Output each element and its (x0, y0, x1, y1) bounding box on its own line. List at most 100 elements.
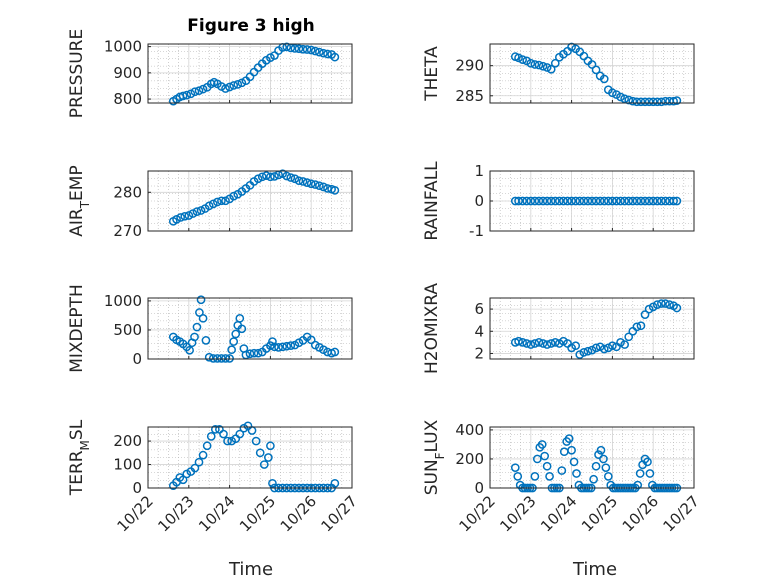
data-point (198, 313, 208, 323)
data-point (526, 196, 536, 206)
y-tick-label: 200 (113, 432, 142, 450)
data-point (198, 450, 208, 460)
data-point (522, 196, 532, 206)
data-point (620, 196, 629, 206)
data-point (518, 55, 527, 65)
data-point (210, 424, 220, 434)
data-point (264, 453, 273, 462)
data-point (213, 197, 222, 207)
axes-box (147, 170, 353, 232)
data-point (227, 345, 236, 355)
data-point (510, 463, 520, 473)
data-point (261, 171, 271, 180)
y-tick-label: 1 (474, 162, 484, 180)
data-point (306, 335, 316, 345)
data-point (579, 347, 589, 357)
data-point (538, 196, 548, 206)
axes-box (147, 426, 353, 489)
data-point (583, 346, 593, 356)
data-point (632, 196, 642, 206)
data-point (583, 196, 593, 206)
data-point (550, 338, 560, 347)
data-point (206, 432, 216, 441)
data-point (624, 332, 634, 342)
axes-box (489, 43, 695, 104)
data-point (645, 469, 655, 478)
data-point (282, 171, 292, 181)
data-point (323, 49, 332, 59)
data-point (235, 429, 245, 439)
data-point (330, 347, 340, 357)
data-point (599, 344, 609, 354)
x-tick-label: 10/24 (537, 492, 580, 535)
y-tick-label: 0 (474, 192, 484, 210)
data-point (223, 436, 232, 446)
data-point (251, 436, 261, 446)
data-point (190, 463, 200, 473)
data-point (237, 324, 247, 334)
data-point (306, 179, 316, 189)
data-point (286, 173, 296, 182)
data-point (616, 92, 625, 102)
data-point (608, 88, 617, 98)
data-point (319, 182, 328, 192)
data-point (546, 339, 556, 348)
data-point (643, 457, 652, 467)
data-point (542, 196, 552, 206)
y-axis-label: H2OMIXRA (422, 283, 442, 374)
data-point (310, 180, 320, 189)
data-point (672, 303, 682, 313)
data-point (661, 96, 670, 106)
data-point (564, 434, 574, 443)
data-point (633, 480, 643, 490)
x-tick-label: 10/25 (578, 492, 621, 535)
data-point (253, 348, 263, 358)
data-point (231, 329, 241, 339)
data-point (589, 474, 598, 484)
data-point (587, 196, 597, 206)
x-tick-label: 10/27 (318, 492, 361, 535)
data-point (290, 44, 300, 53)
data-point (601, 463, 611, 473)
data-point (178, 91, 188, 101)
data-point (672, 196, 682, 206)
data-point (628, 96, 638, 106)
y-tick-label: 0 (132, 350, 142, 368)
data-point (538, 61, 548, 71)
data-point (208, 199, 218, 209)
y-tick-label: 285 (455, 87, 484, 105)
data-point (550, 196, 560, 206)
y-tick-label: 400 (455, 421, 484, 439)
y-tick-label: 6 (474, 300, 484, 318)
y-axis-label: THETA (422, 46, 442, 102)
data-point (266, 172, 275, 182)
x-tick-label: 10/22 (456, 492, 499, 535)
data-point (259, 460, 269, 469)
data-point (591, 196, 601, 206)
data-point (266, 341, 275, 350)
data-point (255, 448, 265, 458)
subplot-air-temp: 270 280 AIRTEMP (67, 165, 353, 240)
data-point (559, 196, 568, 206)
data-point (266, 441, 275, 451)
data-point (616, 196, 625, 206)
data-point (612, 196, 621, 206)
y-tick-label: -1 (469, 222, 484, 240)
data-point (213, 354, 222, 363)
data-point (233, 80, 243, 89)
y-tick-label: 200 (455, 450, 484, 468)
data-point (635, 469, 645, 478)
axes-box (489, 426, 695, 489)
y-tick-label: 500 (113, 321, 142, 339)
data-point (302, 45, 312, 54)
data-point (542, 340, 552, 349)
y-axis-label: PRESSURE (67, 29, 87, 118)
data-point (315, 181, 324, 191)
data-point (522, 339, 532, 348)
data-point (247, 426, 257, 435)
data-point (319, 48, 328, 58)
data-point (194, 457, 204, 467)
data-point (567, 42, 576, 52)
subplot-pressure: 800 900 1000 PRESSURE (67, 29, 353, 118)
